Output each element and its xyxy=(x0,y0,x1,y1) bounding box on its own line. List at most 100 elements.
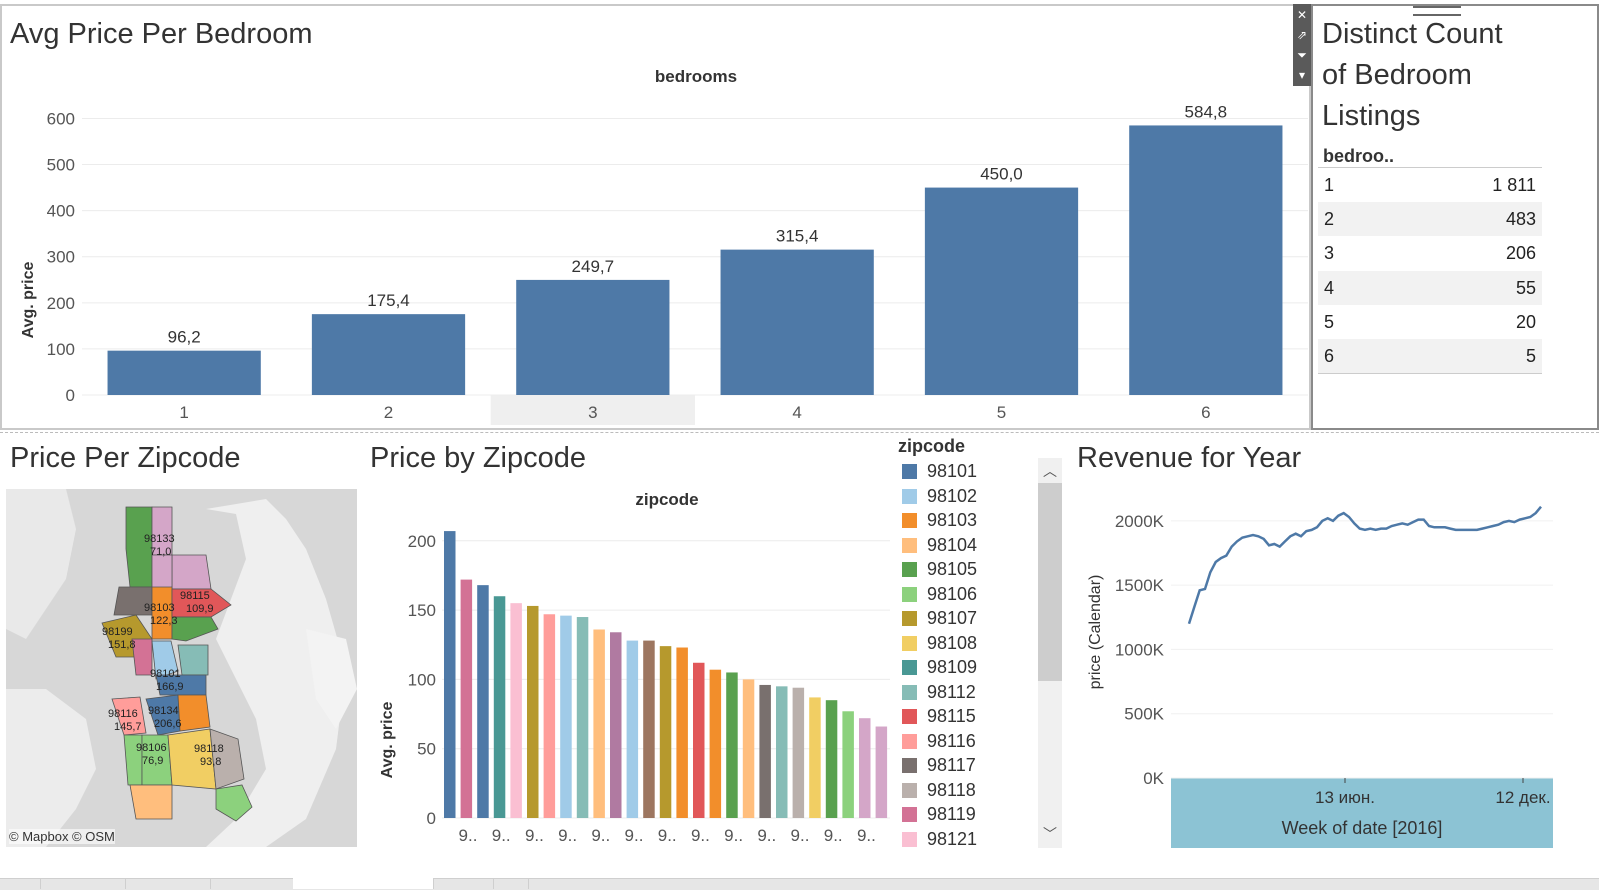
dropdown-icon[interactable]: ▾ xyxy=(1298,68,1306,82)
x-tick-label: 4 xyxy=(792,403,801,422)
zipcode-bar[interactable] xyxy=(693,662,705,818)
bar-bedroom-4[interactable] xyxy=(720,249,874,395)
legend-swatch xyxy=(902,635,917,651)
sheet-tab[interactable] xyxy=(210,878,294,889)
x-tick-label: 9.. xyxy=(857,826,876,845)
scroll-up-icon[interactable]: ︿ xyxy=(1043,463,1057,479)
bedrooms-column-header: bedrooms xyxy=(655,67,737,86)
zipcode-bar[interactable] xyxy=(444,531,456,818)
table-row[interactable]: 5 20 xyxy=(1318,304,1542,339)
zipcode-bar[interactable] xyxy=(659,646,672,818)
x-axis-band[interactable] xyxy=(1171,778,1553,848)
zipcode-bar[interactable] xyxy=(859,718,871,818)
zipcode-bar[interactable] xyxy=(560,615,572,818)
zipcode-bar[interactable] xyxy=(792,687,805,818)
zipcode-bar[interactable] xyxy=(809,697,821,818)
bar-bedroom-5[interactable] xyxy=(924,187,1079,395)
zipcode-column-header: zipcode xyxy=(635,490,698,509)
zipcode-bar[interactable] xyxy=(842,711,854,818)
map-label-zip: 98133 xyxy=(144,533,175,545)
bar-bedroom-1[interactable] xyxy=(107,350,261,395)
sheet-tab[interactable] xyxy=(0,878,41,889)
bar-bedroom-6[interactable] xyxy=(1129,125,1283,395)
legend-label: 98104 xyxy=(927,534,978,555)
zipcode-bar[interactable] xyxy=(477,585,489,818)
legend-swatch xyxy=(902,562,917,577)
y-tick-label: 1500K xyxy=(1115,576,1165,595)
price-per-zipcode-title: Price Per Zipcode xyxy=(10,442,241,474)
zipcode-bar[interactable] xyxy=(709,669,722,818)
bedroom-count-key: 6 xyxy=(1324,346,1335,366)
bar-bedroom-3[interactable] xyxy=(516,279,670,395)
legend-swatch xyxy=(902,782,917,798)
zipcode-bar[interactable] xyxy=(676,647,688,818)
map-label-value: 93,8 xyxy=(200,756,221,768)
zipcode-bar[interactable] xyxy=(626,640,639,818)
bedroom-count-key: 3 xyxy=(1324,243,1335,264)
bedroom-bars-group: 0 100 200 300 400 500 600 96,2 1 175,4 2 249,7 3 315,… xyxy=(47,102,1308,425)
x-tick-label: 9.. xyxy=(824,826,843,845)
zipcode-bar[interactable] xyxy=(593,629,605,818)
map-label-value: 122,3 xyxy=(150,615,178,627)
filter-icon[interactable]: ⏷ xyxy=(1297,48,1307,62)
zipcode-bar[interactable] xyxy=(576,617,589,818)
legend-label: 98109 xyxy=(927,657,978,677)
revenue-y-axis-label: price (Calendar) xyxy=(1087,575,1104,690)
sheet-tab[interactable] xyxy=(40,878,126,889)
listing-count-value: 20 xyxy=(1515,311,1536,332)
y-tick-label: 50 xyxy=(417,740,436,759)
zipcode-bar[interactable] xyxy=(825,700,838,818)
table-row[interactable]: 1 1 811 xyxy=(1318,168,1542,202)
drag-handle-icon[interactable] xyxy=(1413,6,1461,16)
legend-label: 98105 xyxy=(927,559,978,579)
close-icon[interactable]: ✕ xyxy=(1296,8,1308,22)
avg-price-axis-label: Avg. price xyxy=(20,262,37,339)
table-row[interactable]: 4 55 xyxy=(1318,270,1542,305)
sheet-tab[interactable] xyxy=(433,878,494,889)
scroll-down-icon[interactable]: ﹀ xyxy=(1043,826,1057,842)
y-tick-label: 0 xyxy=(66,386,75,405)
x-tick-label: 9.. xyxy=(724,826,743,845)
table-row[interactable]: 2 483 xyxy=(1318,202,1542,237)
revenue-line[interactable] xyxy=(1187,505,1542,625)
bar-value-label: 450,0 xyxy=(980,165,1023,184)
revenue-x-axis-label: Week of date [2016] xyxy=(1282,818,1443,838)
zipcode-bar[interactable] xyxy=(543,614,556,818)
sheet-tab[interactable] xyxy=(125,878,211,889)
zipcode-bar[interactable] xyxy=(875,726,888,818)
map-label-zip: 98106 xyxy=(136,742,167,754)
zipcode-bar[interactable] xyxy=(726,672,738,818)
zipcode-bar[interactable] xyxy=(493,596,506,818)
zipcode-bar[interactable] xyxy=(643,640,655,818)
legend-swatch xyxy=(902,537,917,553)
x-tick-label: 6 xyxy=(1201,403,1210,422)
legend-swatch xyxy=(902,464,917,479)
map-attribution[interactable]: © Mapbox © OSM xyxy=(9,829,115,844)
avg-price-axis-label-zip: Avg. price xyxy=(379,702,396,779)
bar-value-label: 315,4 xyxy=(776,227,819,246)
table-header-divider xyxy=(1318,167,1542,168)
sheet-tab[interactable] xyxy=(493,878,529,889)
distinct-count-title-line-1: Distinct Count xyxy=(1322,18,1503,50)
zipcode-bar[interactable] xyxy=(742,679,755,818)
map-label-zip: 98116 xyxy=(108,708,138,720)
popout-icon[interactable]: ⇗ xyxy=(1296,28,1308,42)
bar-bedroom-2[interactable] xyxy=(311,314,466,395)
map-label-value: 166,9 xyxy=(156,681,184,693)
table-row[interactable]: 3 206 xyxy=(1318,236,1542,271)
legend-swatch xyxy=(902,709,917,724)
legend-scrollbar-thumb[interactable] xyxy=(1038,483,1062,681)
zipcode-bar[interactable] xyxy=(460,579,473,818)
legend-swatch xyxy=(902,807,917,822)
zipcode-bar[interactable] xyxy=(759,684,771,818)
distinct-count-title-line-2: of Bedroom xyxy=(1322,59,1472,91)
zipcode-bars-group: 0 50 100 150 200 9.. 9.. 9.. 9.. 9.. 9.. 9.. 9.. 9.. 9… xyxy=(408,531,890,845)
zipcode-bar[interactable] xyxy=(510,603,522,818)
x-tick-label: 9.. xyxy=(658,826,677,845)
zipcode-bar[interactable] xyxy=(776,686,788,818)
zipcode-bar[interactable] xyxy=(610,632,622,818)
sheet-tab-active[interactable] xyxy=(293,878,434,889)
zipcode-bar[interactable] xyxy=(527,605,539,818)
